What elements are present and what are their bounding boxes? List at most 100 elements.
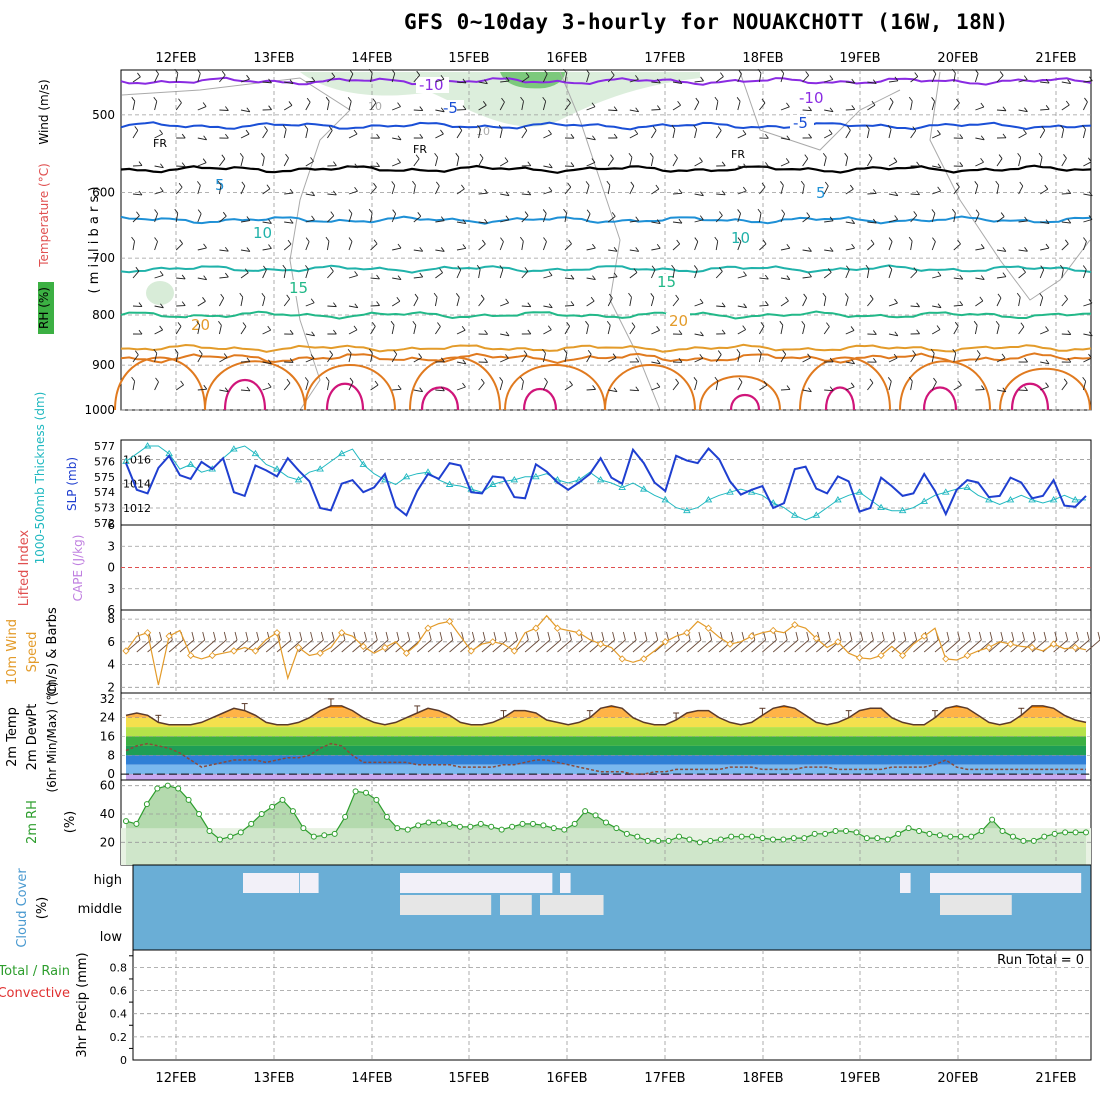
wind-barb-flag (847, 126, 851, 131)
wind-barb-flag (635, 216, 640, 221)
wind-barb-flag (373, 182, 377, 188)
wind-barb (996, 216, 1005, 223)
rh-contour (929, 71, 1091, 301)
wind-barb-flag (592, 135, 596, 141)
wind-barb (1083, 80, 1093, 83)
wind-barb (154, 381, 159, 391)
wind-barb-flag (736, 348, 741, 354)
thickness-tick-label: 577 (94, 440, 115, 453)
wind-barb (1061, 129, 1065, 139)
wind-barb-flag (932, 237, 936, 242)
temp-tick-label: 0 (107, 767, 115, 781)
wind-barb (478, 157, 484, 167)
wind-barb-flag (441, 386, 445, 392)
wind-barb (953, 243, 961, 251)
wind-barb-flag (1045, 219, 1050, 224)
thickness-tick-label: 574 (94, 486, 115, 499)
wind10-axis-label-2: Speed (25, 632, 40, 673)
wind-barb (391, 73, 396, 83)
label-bg (410, 140, 434, 156)
wind-barb-flag (286, 378, 291, 384)
wind-barb-flag (849, 184, 854, 190)
wind-barb-flag (1045, 359, 1050, 365)
wind-barb (780, 137, 790, 141)
label-bg (150, 134, 174, 150)
wind-barb-flag (720, 72, 724, 77)
wind-barb (1061, 269, 1064, 279)
wind-barb (953, 277, 963, 280)
wind-barb-flag (376, 133, 380, 139)
wind-barb-flag (419, 387, 423, 392)
wind-barb-flag (937, 163, 942, 169)
wind-barb-flag (289, 329, 294, 335)
wind-barb (542, 241, 547, 251)
wind-barb-flag (138, 190, 143, 196)
wind-barb-flag (997, 293, 1002, 299)
wind-barb (607, 185, 611, 195)
wind-barb (456, 130, 463, 139)
bottom-date-label: 19FEB (839, 1071, 880, 1086)
wind-barb (197, 137, 207, 141)
wind-barb-flag (499, 377, 503, 382)
wind-barb (975, 300, 984, 307)
wind10-marker (640, 655, 648, 663)
rh2m-marker (728, 833, 735, 840)
wind-barb-flag (348, 237, 353, 242)
wind-barb-flag (134, 350, 139, 356)
wind-barb (586, 213, 591, 223)
wind-barb-flag (1082, 377, 1086, 382)
rh2m-marker (248, 820, 255, 827)
precip-tick-label: 0 (120, 1054, 127, 1067)
wind10-barb (913, 639, 928, 653)
wind10-barb-flag (795, 631, 799, 641)
wind-barb (758, 73, 762, 83)
thickness-tick-label: 575 (94, 471, 115, 484)
wind-barb-flag (434, 153, 438, 158)
wind-barb (758, 213, 762, 223)
wind10-barb (578, 639, 594, 653)
wind10-barb-flag (245, 631, 249, 641)
wind10-barb-flag (547, 631, 551, 641)
wind-barb (262, 188, 271, 195)
wind-barb-flag (500, 237, 504, 242)
wind-barb (392, 277, 402, 281)
wind-barb-flag (693, 265, 698, 270)
wind-barb (910, 193, 920, 196)
rh-shading (146, 281, 174, 305)
wind-barb-flag (1002, 133, 1007, 139)
wind-barb (219, 276, 229, 279)
surface-isotherm (420, 386, 460, 411)
upper-wind-label: Wind (m/s) (37, 79, 51, 144)
wind-barb-flag (998, 154, 1003, 159)
wind-barb-flag (980, 157, 984, 163)
surface-isotherm (204, 360, 306, 411)
wind-barb-flag (872, 79, 877, 84)
wind-barb (240, 297, 244, 307)
wind-barb-flag (505, 298, 509, 304)
wind10-barb-flag (1032, 631, 1036, 641)
wind-barb (888, 241, 893, 251)
rh-contour-label: 10 (476, 125, 490, 138)
wind-barb (392, 106, 401, 111)
wind-barb-flag (289, 358, 294, 363)
wind-barb (629, 249, 639, 252)
wind10-marker (230, 647, 238, 655)
wind-barb (305, 101, 311, 111)
wind-barb-flag (937, 130, 941, 135)
wind-barb-flag (412, 180, 416, 186)
rh2m-marker (404, 826, 411, 833)
wind-barb (305, 160, 314, 167)
rh2m-marker (749, 833, 756, 840)
slp-line (125, 446, 1087, 517)
wind-barb-flag (1038, 152, 1043, 158)
wind-barb (996, 158, 1003, 167)
wind-barb-flag (246, 74, 250, 80)
wind-barb-flag (287, 239, 292, 245)
wind-barb-flag (592, 385, 596, 390)
wind-barb-flag (675, 378, 679, 384)
wind-barb-flag (440, 75, 445, 80)
thickness-tick-label: 572 (94, 517, 115, 530)
wind-barb-flag (305, 265, 309, 270)
wind-barb-flag (181, 301, 186, 306)
thickness-marker (488, 480, 497, 487)
